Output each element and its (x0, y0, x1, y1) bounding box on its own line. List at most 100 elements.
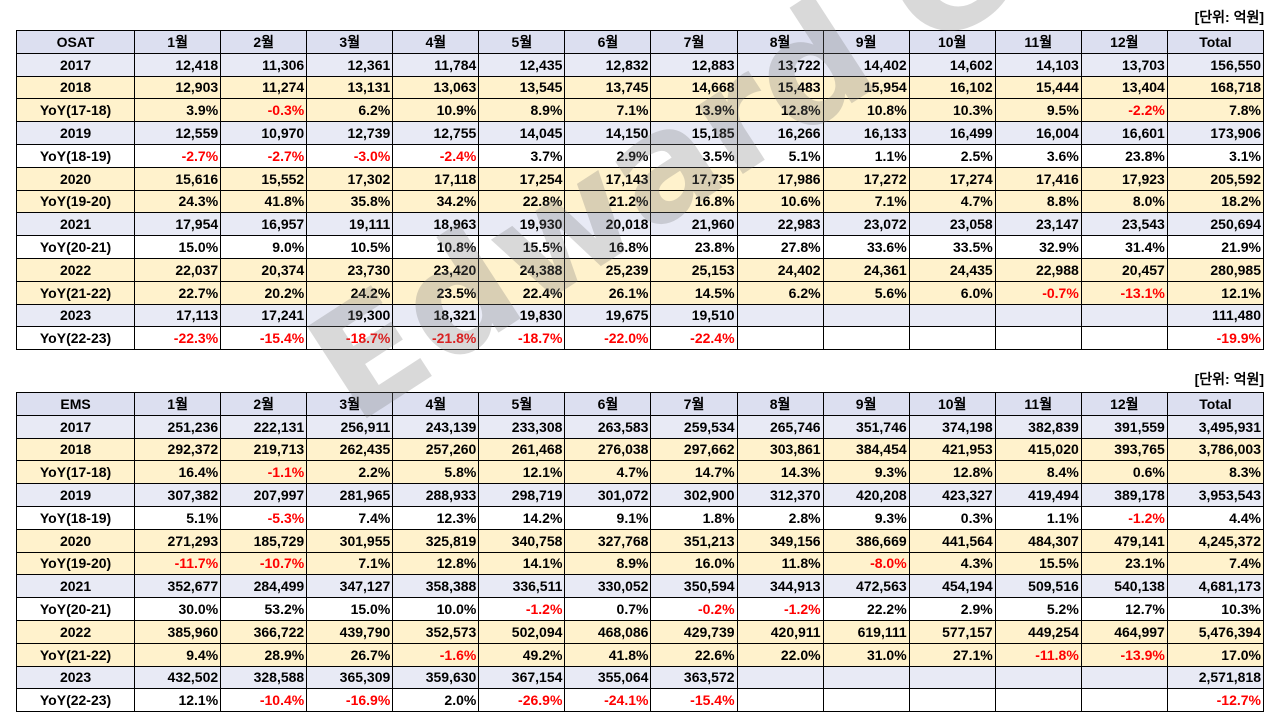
yoy-cell: 6.2% (736, 280, 824, 305)
value-cell: 19,675 (564, 303, 652, 328)
yoy-cell: 34.2% (392, 189, 480, 214)
value-cell: 271,293 (134, 528, 222, 553)
value-cell (822, 303, 910, 328)
value-cell: 301,072 (564, 483, 652, 507)
yoy-cell: -22.3% (134, 326, 222, 351)
value-cell: 24,402 (736, 257, 824, 282)
year-row: 2022 385,960 366,722 439,790 352,573 502,094 4… (15, 619, 1265, 644)
value-cell (908, 665, 996, 690)
yoy-cell: 2.0% (392, 688, 480, 713)
yoy-cell: 9.4% (134, 642, 222, 667)
yoy-total-cell: 7.4% (1166, 551, 1265, 576)
yoy-cell: 1.1% (994, 505, 1082, 530)
value-cell: 233,308 (478, 414, 566, 439)
yoy-cell: 28.9% (220, 642, 308, 667)
value-cell: 251,236 (134, 414, 222, 439)
yoy-cell: -1.2% (478, 597, 566, 621)
month-header: 5월 (478, 392, 566, 416)
yoy-cell: 49.2% (478, 642, 566, 667)
yoy-total-cell: 17.0% (1166, 642, 1265, 667)
yoy-cell: -13.9% (1080, 642, 1168, 667)
value-cell: 19,510 (650, 303, 738, 328)
year-row: 2018 12,903 11,274 13,131 13,063 13,545 13,745… (15, 75, 1265, 100)
value-cell: 16,499 (908, 121, 996, 145)
value-cell: 185,729 (220, 528, 308, 553)
row-label: 2022 (15, 619, 136, 644)
yoy-cell (994, 688, 1082, 713)
yoy-cell: 22.0% (736, 642, 824, 667)
month-header: 11월 (994, 30, 1082, 54)
value-cell: 256,911 (306, 414, 394, 439)
value-cell: 389,178 (1080, 483, 1168, 507)
yoy-total-cell: 3.1% (1166, 143, 1265, 168)
value-cell: 13,404 (1080, 75, 1168, 100)
value-cell: 419,494 (994, 483, 1082, 507)
yoy-cell: 15.5% (478, 235, 566, 259)
ems-table: EMS 1월 2월 3월 4월 5월 6월 7월 8월 9월 10월 11월 12월 Total 2017 2… (15, 392, 1265, 713)
value-cell: 344,913 (736, 574, 824, 599)
value-cell: 17,118 (392, 166, 480, 191)
yoy-cell: 27.1% (908, 642, 996, 667)
yoy-cell: 12.8% (736, 98, 824, 123)
yoy-cell: 1.8% (650, 505, 738, 530)
value-cell: 327,768 (564, 528, 652, 553)
value-cell: 17,954 (134, 212, 222, 237)
value-cell: 20,457 (1080, 257, 1168, 282)
value-cell: 472,563 (822, 574, 910, 599)
year-row: 2020 271,293 185,729 301,955 325,819 340,758 3… (15, 528, 1265, 553)
yoy-cell (908, 688, 996, 713)
yoy-cell: 22.8% (478, 189, 566, 214)
yoy-cell: 12.7% (1080, 597, 1168, 621)
value-cell: 479,141 (1080, 528, 1168, 553)
value-cell: 261,468 (478, 437, 566, 462)
value-cell: 17,113 (134, 303, 222, 328)
value-cell: 301,955 (306, 528, 394, 553)
row-label: 2017 (15, 414, 136, 439)
yoy-total-cell: -12.7% (1166, 688, 1265, 713)
yoy-cell: 10.3% (908, 98, 996, 123)
month-header: 4월 (392, 392, 480, 416)
value-cell: 441,564 (908, 528, 996, 553)
value-cell: 262,435 (306, 437, 394, 462)
yoy-cell: 14.1% (478, 551, 566, 576)
row-label: 2021 (15, 212, 136, 237)
yoy-cell: 16.0% (650, 551, 738, 576)
yoy-cell: 5.2% (994, 597, 1082, 621)
value-cell: 12,883 (650, 52, 738, 77)
unit-label-ems: [단위: 억원] (1194, 371, 1264, 387)
yoy-cell: -26.9% (478, 688, 566, 713)
value-cell: 22,988 (994, 257, 1082, 282)
yoy-cell: -1.6% (392, 642, 480, 667)
yoy-cell: 14.7% (650, 460, 738, 485)
value-cell: 15,616 (134, 166, 222, 191)
yoy-cell: 15.0% (134, 235, 222, 259)
yoy-cell: -22.0% (564, 326, 652, 351)
value-cell: 429,739 (650, 619, 738, 644)
yoy-cell: 12.1% (134, 688, 222, 713)
yoy-cell: 32.9% (994, 235, 1082, 259)
yoy-cell: 23.5% (392, 280, 480, 305)
row-label: 2019 (15, 121, 136, 145)
yoy-cell: 5.1% (736, 143, 824, 168)
yoy-cell: 22.7% (134, 280, 222, 305)
yoy-cell: 27.8% (736, 235, 824, 259)
value-cell (1080, 303, 1168, 328)
yoy-row: YoY(18-19) -2.7% -2.7% -3.0% -2.4% 3.7% 2.9% 3.… (15, 143, 1265, 168)
yoy-total-cell: 7.8% (1166, 98, 1265, 123)
yoy-cell: 53.2% (220, 597, 308, 621)
yoy-cell: 7.1% (306, 551, 394, 576)
total-cell: 250,694 (1166, 212, 1265, 237)
yoy-cell: 2.9% (564, 143, 652, 168)
value-cell: 297,662 (650, 437, 738, 462)
value-cell: 468,086 (564, 619, 652, 644)
row-label: YoY(18-19) (15, 143, 136, 168)
yoy-row: YoY(21-22) 9.4% 28.9% 26.7% -1.6% 49.2% 41.8% 2… (15, 642, 1265, 667)
value-cell: 374,198 (908, 414, 996, 439)
yoy-cell: -10.4% (220, 688, 308, 713)
total-cell: 4,245,372 (1166, 528, 1265, 553)
yoy-cell: -2.2% (1080, 98, 1168, 123)
month-header: 3월 (306, 392, 394, 416)
value-cell: 23,420 (392, 257, 480, 282)
yoy-cell: 5.1% (134, 505, 222, 530)
value-cell: 17,143 (564, 166, 652, 191)
